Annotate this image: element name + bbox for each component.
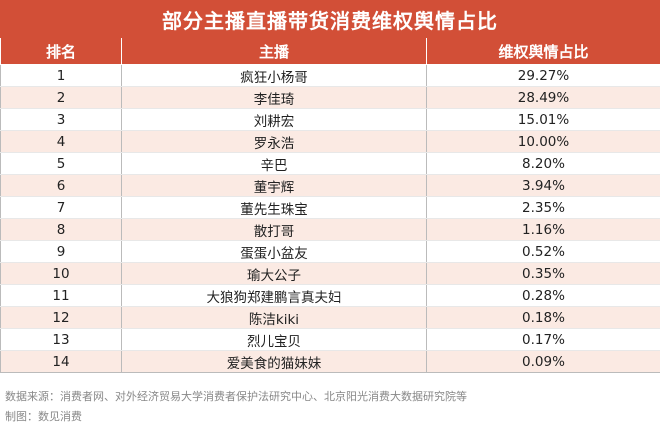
cell-rank: 10 <box>0 262 122 285</box>
cell-share: 1.16% <box>426 218 660 241</box>
cell-anchor: 爱美食的猫妹妹 <box>121 350 427 373</box>
table-row: 8 散打哥 1.16% <box>0 218 660 241</box>
cell-anchor: 李佳琦 <box>121 86 427 109</box>
cell-rank: 12 <box>0 306 122 329</box>
data-table: 排名 主播 维权舆情占比 1 疯狂小杨哥 29.27% 2 李佳琦 28.49% 3 刘耕宏 1… <box>0 38 660 373</box>
cell-anchor: 疯狂小杨哥 <box>121 64 427 87</box>
cell-anchor: 陈洁kiki <box>121 306 427 329</box>
table-row: 14 爱美食的猫妹妹 0.09% <box>0 350 660 373</box>
table-row: 7 董先生珠宝 2.35% <box>0 196 660 219</box>
table-row: 5 辛巴 8.20% <box>0 152 660 175</box>
chart-maker-note: 制图：数见消费 <box>5 410 82 423</box>
cell-anchor: 罗永浩 <box>121 130 427 153</box>
table-row: 9 蛋蛋小盆友 0.52% <box>0 240 660 263</box>
cell-share: 0.35% <box>426 262 660 285</box>
cell-rank: 14 <box>0 350 122 373</box>
cell-share: 28.49% <box>426 86 660 109</box>
cell-rank: 11 <box>0 284 122 307</box>
cell-anchor: 瑜大公子 <box>121 262 427 285</box>
cell-anchor: 辛巴 <box>121 152 427 175</box>
cell-rank: 6 <box>0 174 122 197</box>
data-source-note: 数据来源：消费者网、对外经济贸易大学消费者保护法研究中心、北京阳光消费大数据研究… <box>5 390 467 403</box>
table-row: 12 陈洁kiki 0.18% <box>0 306 660 329</box>
cell-share: 0.28% <box>426 284 660 307</box>
cell-anchor: 董先生珠宝 <box>121 196 427 219</box>
table-row: 2 李佳琦 28.49% <box>0 86 660 109</box>
column-header-share: 维权舆情占比 <box>426 38 660 65</box>
cell-anchor: 董宇辉 <box>121 174 427 197</box>
table-row: 3 刘耕宏 15.01% <box>0 108 660 131</box>
cell-share: 29.27% <box>426 64 660 87</box>
table-row: 1 疯狂小杨哥 29.27% <box>0 64 660 87</box>
cell-share: 0.17% <box>426 328 660 351</box>
chart-title: 部分主播直播带货消费维权舆情占比 <box>0 0 660 38</box>
cell-share: 0.09% <box>426 350 660 373</box>
table-row: 10 瑜大公子 0.35% <box>0 262 660 285</box>
cell-share: 8.20% <box>426 152 660 175</box>
cell-share: 0.52% <box>426 240 660 263</box>
column-header-anchor: 主播 <box>121 38 427 65</box>
cell-share: 15.01% <box>426 108 660 131</box>
table-row: 13 烈儿宝贝 0.17% <box>0 328 660 351</box>
cell-rank: 5 <box>0 152 122 175</box>
column-header-rank: 排名 <box>0 38 122 65</box>
cell-rank: 2 <box>0 86 122 109</box>
cell-anchor: 烈儿宝贝 <box>121 328 427 351</box>
cell-rank: 9 <box>0 240 122 263</box>
cell-share: 0.18% <box>426 306 660 329</box>
cell-rank: 13 <box>0 328 122 351</box>
table-row: 6 董宇辉 3.94% <box>0 174 660 197</box>
cell-rank: 3 <box>0 108 122 131</box>
table-row: 4 罗永浩 10.00% <box>0 130 660 153</box>
cell-share: 3.94% <box>426 174 660 197</box>
cell-rank: 8 <box>0 218 122 241</box>
table-chart: 部分主播直播带货消费维权舆情占比 排名 主播 维权舆情占比 1 疯狂小杨哥 29.2… <box>0 0 660 373</box>
header-row: 排名 主播 维权舆情占比 <box>0 38 660 65</box>
cell-rank: 4 <box>0 130 122 153</box>
cell-rank: 7 <box>0 196 122 219</box>
cell-anchor: 蛋蛋小盆友 <box>121 240 427 263</box>
cell-share: 10.00% <box>426 130 660 153</box>
cell-anchor: 大狼狗郑建鹏言真夫妇 <box>121 284 427 307</box>
cell-anchor: 刘耕宏 <box>121 108 427 131</box>
cell-share: 2.35% <box>426 196 660 219</box>
table-row: 11 大狼狗郑建鹏言真夫妇 0.28% <box>0 284 660 307</box>
cell-rank: 1 <box>0 64 122 87</box>
cell-anchor: 散打哥 <box>121 218 427 241</box>
